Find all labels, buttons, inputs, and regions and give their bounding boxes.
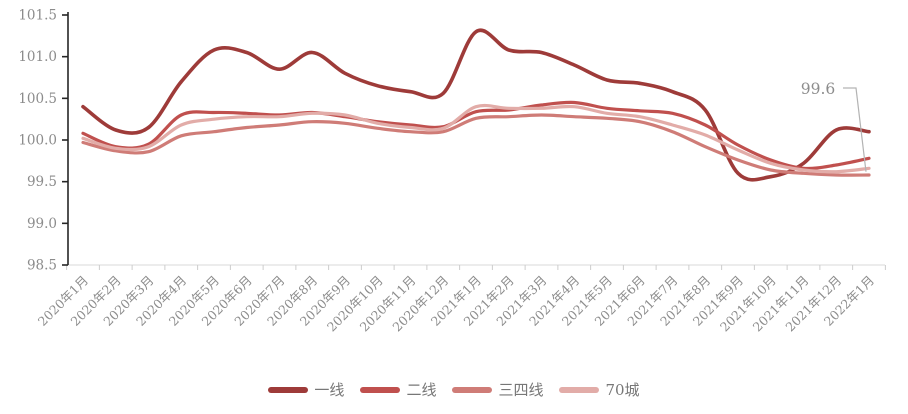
- y-axis-label: 98.5: [27, 258, 57, 274]
- legend-label-third-fourth-tier: 三四线: [498, 380, 544, 399]
- legend-label-70-cities: 70城: [605, 380, 640, 399]
- series-line-三四线: [81, 113, 871, 177]
- legend-line-swatch-70-cities: [559, 387, 600, 393]
- annotation-leader-line: [843, 87, 867, 172]
- legend-line-swatch-third-fourth-tier: [452, 387, 493, 393]
- y-axis-label: 99.0: [27, 216, 57, 232]
- series-line-一线: [81, 28, 871, 182]
- legend-item-third-fourth-tier[interactable]: 三四线: [452, 380, 544, 399]
- price-index-line-chart: 101.5101.0100.5100.099.599.098.52020年1月2…: [18, 8, 886, 335]
- y-axis-label: 101.5: [18, 8, 57, 24]
- annotation-value-label: 99.6: [801, 80, 836, 98]
- legend-line-swatch-first-tier: [268, 387, 309, 393]
- y-axis-label: 99.5: [27, 174, 57, 190]
- series-line-二线: [81, 100, 871, 171]
- y-axis-label: 100.5: [18, 91, 57, 107]
- y-axis-label: 100.0: [18, 133, 57, 149]
- legend-label-first-tier: 一线: [314, 380, 345, 399]
- chart-legend: 一线 二线 三四线 70城: [0, 374, 908, 406]
- legend-line-swatch-second-tier: [360, 387, 401, 393]
- legend-item-first-tier[interactable]: 一线: [268, 380, 345, 399]
- series-line-70城: [81, 103, 871, 174]
- legend-item-70-cities[interactable]: 70城: [559, 380, 640, 399]
- legend-label-second-tier: 二线: [406, 380, 437, 399]
- legend-item-second-tier[interactable]: 二线: [360, 380, 437, 399]
- y-axis-label: 101.0: [18, 49, 57, 65]
